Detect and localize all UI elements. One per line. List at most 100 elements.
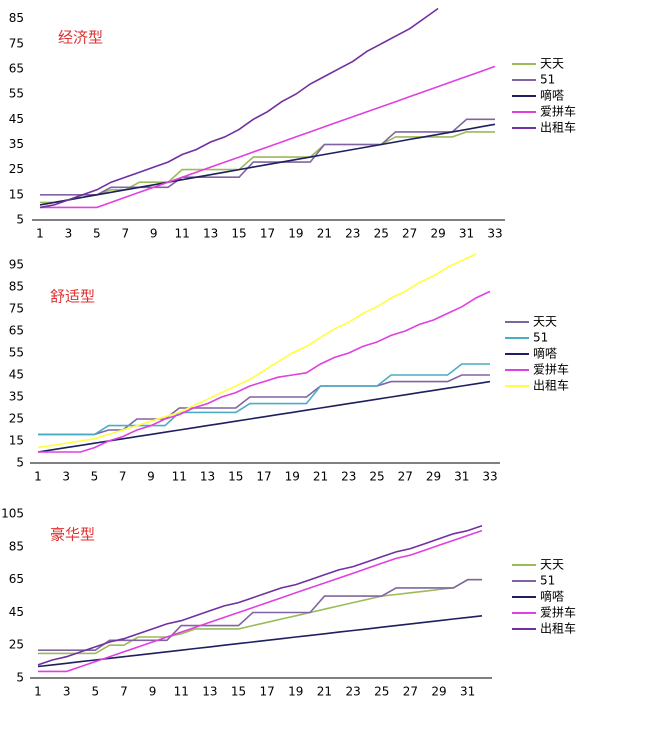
series-line [38,529,483,673]
x-tick-label: 5 [91,470,99,484]
y-tick-label: 25 [9,412,24,426]
x-tick-label: 31 [460,685,475,699]
x-tick-label: 17 [256,470,271,484]
y-tick-label: 95 [9,258,24,272]
series-line [38,578,482,655]
x-tick-label: 7 [119,470,127,484]
x-tick-label: 21 [313,470,328,484]
x-tick-label: 15 [228,470,243,484]
y-tick-label: 15 [9,187,24,201]
x-tick-label: 1 [34,685,42,699]
y-tick-label: 85 [9,11,24,25]
x-tick-label: 15 [231,227,246,241]
y-tick-label: 75 [9,302,24,316]
x-tick-label: 17 [260,227,275,241]
legend-label: 天天 [540,57,564,71]
chart-title: 经济型 [58,29,103,47]
y-tick-label: 85 [9,280,24,294]
x-tick-label: 15 [231,685,246,699]
y-tick-label: 55 [9,346,24,360]
x-tick-label: 23 [345,227,360,241]
legend-label: 出租车 [533,378,569,393]
y-tick-label: 5 [16,213,24,227]
legend-label: 出租车 [540,621,576,636]
y-tick-label: 25 [9,638,24,652]
legend-label: 爱拼车 [540,605,576,620]
y-tick-label: 85 [9,539,24,553]
x-tick-label: 3 [65,227,73,241]
y-tick-label: 25 [9,162,24,176]
chart-title: 豪华型 [50,526,95,544]
x-tick-label: 9 [149,685,157,699]
x-tick-label: 11 [174,685,189,699]
series-line [40,131,495,204]
series-line [38,578,482,651]
x-tick-label: 27 [402,227,417,241]
legend-label: 出租车 [540,120,576,135]
y-tick-label: 75 [9,36,24,50]
legend-label: 51 [533,331,548,345]
legend-label: 嘀嗒 [533,347,557,361]
chart-title: 舒适型 [50,288,95,306]
y-tick-label: 65 [9,61,24,75]
x-tick-label: 23 [341,470,356,484]
legend-label: 嘀嗒 [540,89,564,103]
legend-label: 嘀嗒 [540,590,564,604]
series-line [39,123,496,206]
x-tick-label: 9 [147,470,155,484]
x-tick-label: 19 [288,227,303,241]
x-tick-label: 1 [36,227,44,241]
y-tick-label: 55 [9,87,24,101]
x-tick-label: 29 [426,470,441,484]
x-tick-label: 13 [200,470,215,484]
x-tick-label: 33 [482,470,497,484]
x-tick-label: 27 [398,470,413,484]
x-tick-label: 25 [374,685,389,699]
x-tick-label: 9 [150,227,158,241]
x-tick-label: 7 [120,685,128,699]
series-line [38,290,491,453]
x-tick-label: 3 [63,685,71,699]
legend-label: 天天 [540,558,564,572]
y-tick-label: 15 [9,434,24,448]
legend-label: 爱拼车 [533,362,569,377]
x-tick-label: 11 [175,227,190,241]
x-tick-label: 21 [317,227,332,241]
y-tick-label: 45 [9,112,24,126]
y-tick-label: 65 [9,572,24,586]
x-tick-label: 5 [91,685,99,699]
x-tick-label: 29 [431,685,446,699]
x-tick-label: 25 [374,227,389,241]
legend-label: 51 [540,73,555,87]
legend-label: 爱拼车 [540,104,576,119]
legend-label: 天天 [533,315,557,329]
y-tick-label: 5 [16,456,24,470]
series-line [39,7,439,209]
y-tick-label: 45 [9,605,24,619]
x-tick-label: 13 [202,685,217,699]
x-tick-label: 3 [62,470,70,484]
x-tick-label: 17 [260,685,275,699]
series-line [37,524,483,666]
y-tick-label: 65 [9,324,24,338]
y-tick-label: 35 [9,390,24,404]
legend-label: 51 [540,574,555,588]
x-tick-label: 21 [317,685,332,699]
y-tick-label: 5 [16,671,24,685]
x-tick-label: 5 [93,227,101,241]
y-tick-label: 35 [9,137,24,151]
x-tick-label: 23 [345,685,360,699]
x-tick-label: 25 [369,470,384,484]
series-line [40,65,496,209]
x-tick-label: 7 [121,227,129,241]
x-tick-label: 29 [430,227,445,241]
x-tick-label: 13 [203,227,218,241]
series-line [38,363,490,436]
series-line [37,615,483,668]
x-tick-label: 27 [403,685,418,699]
series-line [37,253,477,449]
series-line [40,118,495,196]
x-tick-label: 19 [285,470,300,484]
x-tick-label: 1 [34,470,42,484]
x-tick-label: 33 [487,227,502,241]
